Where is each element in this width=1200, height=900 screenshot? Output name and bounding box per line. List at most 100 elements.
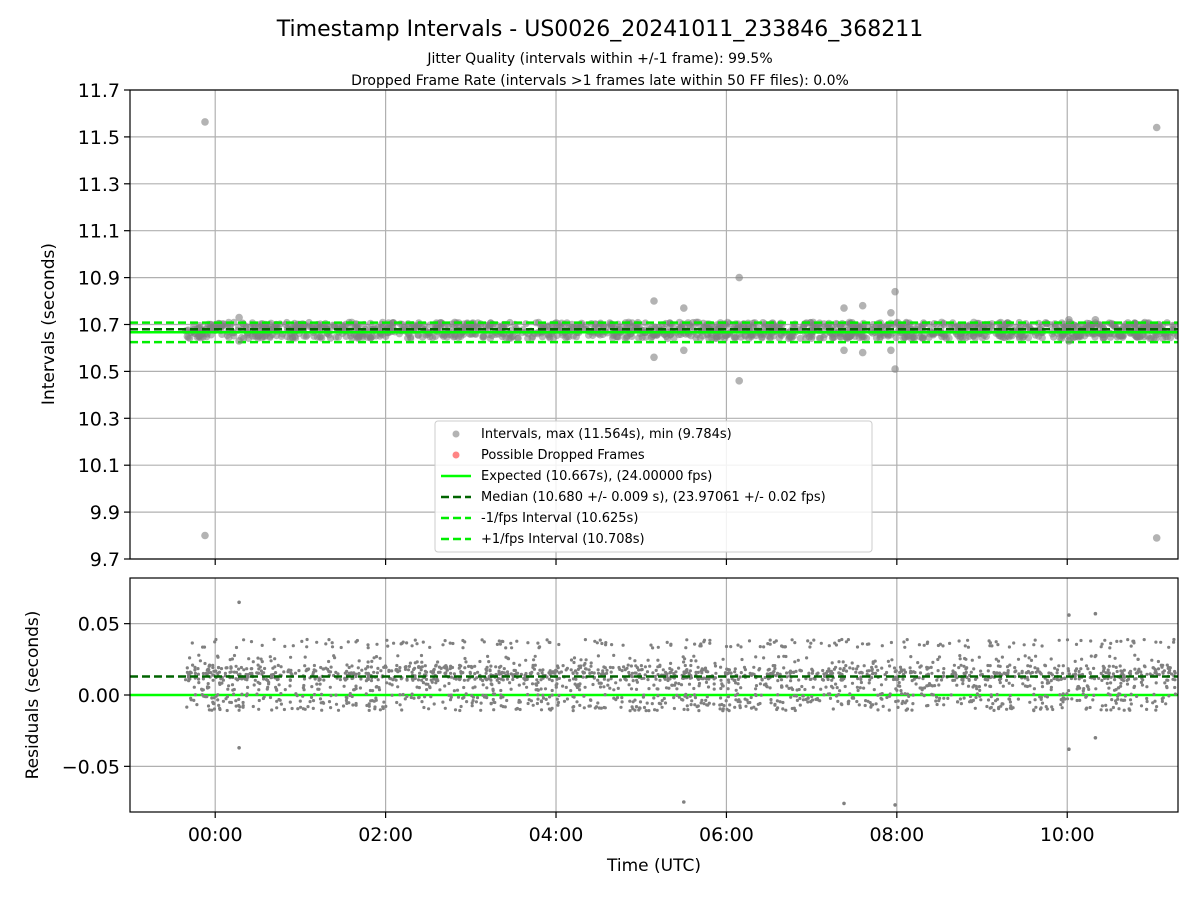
residual-point [769,698,773,702]
residual-point [1032,643,1036,647]
interval-point [359,333,367,341]
residual-point [592,671,596,675]
residual-point [885,670,889,675]
residual-point [268,655,272,659]
residual-point [689,703,693,707]
residual-point [615,696,620,700]
residual-point [410,670,414,674]
residual-point [618,678,623,682]
interval-point [353,325,361,333]
residual-outlier-point [842,801,846,806]
residual-point [211,701,215,706]
residual-point [360,668,364,672]
residual-point [252,683,256,687]
residual-point [863,703,867,708]
residual-point [330,645,335,649]
residual-point [922,686,927,690]
residual-point [466,678,470,682]
residual-point [894,669,898,673]
residual-point [822,693,826,697]
interval-point [1131,319,1139,327]
residual-point [797,687,801,692]
residual-point [921,677,925,681]
residual-point [633,698,637,702]
residual-point [998,681,1002,685]
residual-point [612,696,616,700]
residual-point [689,659,693,663]
interval-point [988,320,996,328]
residual-point [288,678,292,683]
residual-point [1017,672,1021,676]
residual-point [942,667,946,671]
residual-point [348,693,352,698]
residual-point [890,658,894,662]
residual-point [699,669,703,673]
residual-point [343,671,347,675]
residual-point [475,696,480,700]
residual-point [230,683,235,687]
residual-point [959,702,964,706]
residual-point [557,671,561,675]
x-tick-label: 04:00 [529,824,584,846]
residual-point [329,706,333,710]
residual-point [256,656,260,660]
residual-point [569,658,574,662]
residual-point [693,703,697,707]
residual-point [749,695,753,700]
residual-point [372,699,376,703]
residual-point [1009,704,1013,708]
residual-point [992,708,996,713]
residual-point [257,707,261,711]
residual-point [696,670,700,675]
residual-point [926,683,931,688]
residual-point [739,671,743,675]
interval-point [1132,333,1141,341]
residual-point [1128,669,1133,673]
interval-point [982,332,991,341]
residual-point [247,657,251,661]
residual-point [1045,707,1049,711]
residual-point [599,672,604,676]
interval-point [573,322,581,330]
legend-item-intervals: Intervals, max (11.564s), min (9.784s) [452,427,732,442]
residual-point [546,702,550,706]
residual-point [684,671,688,675]
residual-point [1089,639,1093,643]
residual-point [672,696,676,700]
residual-point [481,693,485,697]
residual-point [536,693,540,697]
residual-point [210,708,214,712]
residual-point [804,677,808,681]
residual-point [530,682,535,686]
interval-outlier-point [201,531,209,540]
interval-outlier-point [1152,534,1161,542]
residuals-y-ticks: 0.050.00−0.05 [62,614,130,778]
residual-point [675,687,679,691]
residual-point [458,708,462,713]
residual-point [241,700,245,705]
residual-point [329,694,333,698]
residual-point [656,658,660,662]
residual-point [504,646,508,650]
residual-point [374,696,378,700]
residual-point [1038,707,1043,711]
interval-point [1106,333,1115,341]
residual-point [767,672,771,677]
residual-point [555,677,559,681]
residual-point [327,700,332,704]
residual-point [810,667,814,671]
residual-point [547,640,551,644]
residual-point [371,689,375,693]
residual-point [840,637,844,642]
residual-point [758,701,762,706]
residual-point [734,681,738,685]
residual-point [876,668,880,672]
residual-point [610,643,614,647]
intervals-y-tick-label: 11.1 [78,221,120,243]
residual-point [561,684,565,688]
interval-outlier-point [1065,337,1073,345]
residual-point [616,686,620,691]
residual-point [951,669,955,673]
residual-point [689,676,694,680]
residual-point [744,704,748,708]
